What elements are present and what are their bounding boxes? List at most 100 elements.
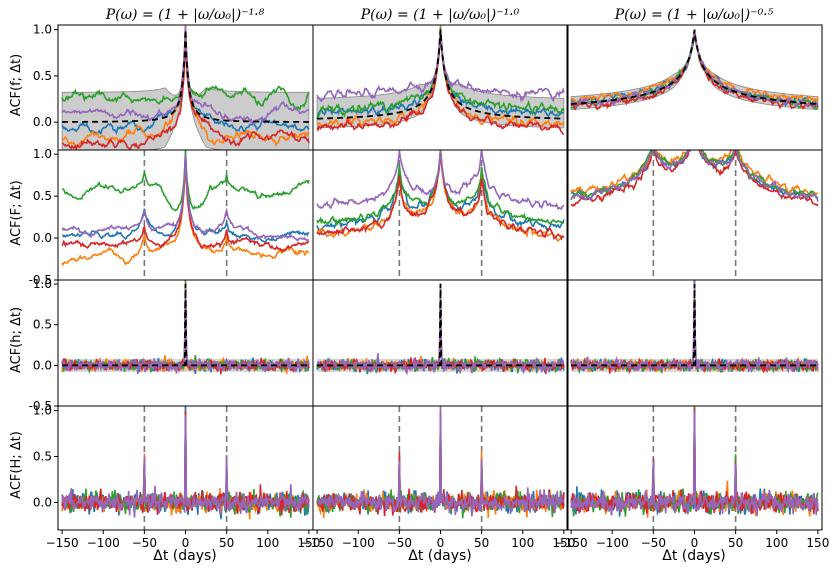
xtick-label: 150 [552, 536, 575, 550]
ytick-label: 0.0 [33, 115, 52, 129]
ylabel-row-1: ACF(f; Δt) [9, 54, 24, 116]
ytick-label: 0.0 [33, 231, 52, 245]
xtick-label: −150 [555, 536, 588, 550]
xtick-label: 0 [182, 536, 190, 550]
column-title-3: P(ω) = (1 + |ω/ω₀|)⁻⁰·⁵ [614, 7, 774, 23]
panel-r2-c2 [312, 149, 569, 281]
panel-r1-c1: 0.0 0.5 1.0 [33, 23, 314, 151]
plot-area [570, 29, 819, 111]
xtick-label: 150 [806, 536, 829, 550]
xtick-label: 100 [765, 536, 788, 550]
ytick-label: 0.0 [33, 495, 52, 509]
panel-r3-c1: -0.5 0.0 0.5 1.0 [29, 277, 314, 413]
column-title-2: P(ω) = (1 + |ω/ω₀|)⁻¹·⁰ [360, 7, 520, 23]
xtick-label: −50 [641, 536, 666, 550]
column-titles: P(ω) = (1 + |ω/ω₀|)⁻¹·⁸ P(ω) = (1 + |ω/ω… [105, 7, 774, 23]
series-5 [61, 415, 310, 518]
ylabel-row-2: ACF(F; Δt) [9, 180, 24, 245]
series-5 [316, 406, 565, 517]
xtick-label: −50 [387, 536, 412, 550]
xtick-label: 50 [219, 536, 234, 550]
panel-r2-c1: -0.5 0.0 0.5 1.0 [29, 147, 314, 287]
xtick-label: −50 [132, 536, 157, 550]
panel-r4-c2: −150 −100 −50 0 50 100 150 [301, 405, 575, 550]
plot-area [61, 25, 310, 150]
plot-area [570, 280, 819, 375]
series-5 [570, 410, 819, 517]
ytick-label: 0.5 [33, 69, 52, 83]
panel-r1-c3 [566, 24, 823, 151]
model-line [317, 284, 564, 367]
xtick-label: −100 [596, 536, 629, 550]
plot-area [316, 150, 565, 280]
panel-r3-c2 [312, 279, 569, 407]
panel-r4-c1: 0.0 0.5 1.0 −150 −100 −50 0 50 100 150 [33, 404, 320, 550]
xlabel-col-3: Δt (days) [662, 548, 726, 564]
ylabel-row-3: ACF(h; Δt) [9, 307, 24, 373]
xtick-label: 100 [511, 536, 534, 550]
series-5 [61, 153, 310, 242]
ytick-label: -0.5 [29, 399, 52, 413]
plot-area [570, 406, 819, 530]
ytick-label: 0.5 [33, 450, 52, 464]
ytick-label: 0.5 [33, 189, 52, 203]
panel-r2-c3 [566, 149, 823, 281]
xlabel-col-1: Δt (days) [153, 548, 217, 564]
series-5 [316, 150, 565, 211]
plot-area [570, 150, 819, 280]
model-line [571, 284, 818, 367]
panels: 0.00.51.0-0.50.00.51.0-0.50.00.51.00.00.… [29, 23, 830, 550]
plot-area [316, 406, 565, 530]
xtick-label: 50 [728, 536, 743, 550]
ylabel-row-4: ACF(H; Δt) [9, 431, 24, 499]
plot-area [61, 150, 310, 280]
ytick-label: 0.0 [33, 358, 52, 372]
ytick-label: 1.0 [33, 23, 52, 37]
row-y-labels: ACF(f; Δt) ACF(F; Δt) ACF(h; Δt) ACF(H; … [9, 54, 24, 499]
xlabel-col-2: Δt (days) [408, 548, 472, 564]
model-line [570, 29, 819, 105]
column-title-1: P(ω) = (1 + |ω/ω₀|)⁻¹·⁸ [105, 7, 265, 23]
series-2 [570, 30, 819, 106]
panel-frame [312, 149, 569, 281]
series-5 [570, 150, 819, 203]
plot-area [316, 283, 565, 376]
xtick-label: −150 [301, 536, 334, 550]
ytick-label: 0.5 [33, 318, 52, 332]
confidence-band [61, 29, 310, 150]
panel-frame [566, 24, 823, 151]
xtick-label: −100 [342, 536, 375, 550]
plot-area [61, 406, 310, 530]
panel-r1-c2 [312, 24, 569, 151]
series-5 [316, 28, 565, 104]
series-4 [571, 408, 819, 515]
plot-area [316, 25, 565, 135]
xtick-label: −100 [87, 536, 120, 550]
series-1 [316, 150, 565, 233]
xtick-label: −150 [46, 536, 79, 550]
ytick-label: 1.0 [33, 147, 52, 161]
series-3 [316, 26, 565, 119]
series-3 [570, 150, 819, 201]
model-line [316, 29, 565, 120]
xtick-label: 0 [691, 536, 699, 550]
panel-frame [566, 149, 823, 281]
ytick-label: 1.0 [33, 277, 52, 291]
series-3 [316, 150, 565, 227]
xtick-label: 50 [474, 536, 489, 550]
ytick-label: -0.5 [29, 273, 52, 287]
xtick-label: 100 [256, 536, 279, 550]
model-line [62, 284, 309, 367]
series-5 [570, 280, 819, 374]
plot-area [61, 280, 310, 375]
panel-r3-c3 [566, 279, 823, 407]
ytick-label: 1.0 [33, 404, 52, 418]
series-2 [570, 150, 819, 198]
xtick-label: 150 [297, 536, 320, 550]
series-4 [570, 150, 819, 207]
series-5 [61, 26, 310, 126]
series-3 [61, 150, 310, 212]
panel-r4-c3: −150 −100 −50 0 50 100 150 [555, 405, 829, 550]
xtick-label: 0 [437, 536, 445, 550]
